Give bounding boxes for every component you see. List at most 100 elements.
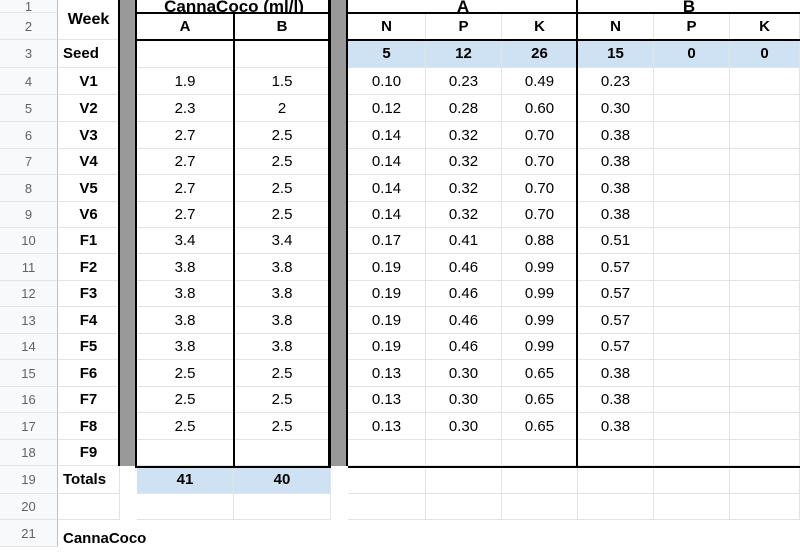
empty-cell[interactable] [654, 494, 730, 520]
data-cell[interactable]: 3.8 [137, 281, 234, 307]
subheader-cell[interactable]: N [578, 13, 654, 40]
empty-cell[interactable] [578, 466, 654, 494]
data-cell[interactable] [730, 122, 800, 149]
data-cell[interactable] [730, 360, 800, 387]
empty-cell[interactable] [426, 494, 502, 520]
data-cell[interactable]: 0.88 [502, 228, 578, 254]
empty-cell[interactable] [502, 466, 578, 494]
week-cell[interactable]: F4 [58, 307, 120, 334]
seed-cell[interactable]: 15 [578, 40, 654, 68]
data-cell[interactable] [730, 281, 800, 307]
week-cell[interactable]: F6 [58, 360, 120, 387]
week-cell[interactable]: F3 [58, 281, 120, 307]
empty-cell[interactable] [234, 494, 331, 520]
data-cell[interactable] [654, 413, 730, 440]
data-cell[interactable]: 0.46 [426, 254, 502, 281]
data-cell[interactable]: 0.14 [348, 122, 426, 149]
week-cell[interactable]: F8 [58, 413, 120, 440]
data-cell[interactable]: 3.8 [234, 307, 331, 334]
data-cell[interactable] [654, 68, 730, 95]
data-cell[interactable] [730, 387, 800, 413]
subheader-cell[interactable]: N [348, 13, 426, 40]
data-cell[interactable] [654, 122, 730, 149]
data-cell[interactable]: 0.70 [502, 122, 578, 149]
empty-cell[interactable] [502, 494, 578, 520]
data-cell[interactable] [426, 440, 502, 466]
data-cell[interactable]: 0.32 [426, 202, 502, 228]
empty-cell[interactable] [654, 466, 730, 494]
seed-cell[interactable]: 12 [426, 40, 502, 68]
data-cell[interactable]: 0.19 [348, 307, 426, 334]
header-group-a[interactable]: A [456, 0, 470, 13]
header-week[interactable]: Week [58, 0, 120, 40]
data-cell[interactable]: 0.49 [502, 68, 578, 95]
data-cell[interactable]: 0.38 [578, 360, 654, 387]
data-cell[interactable]: 0.32 [426, 149, 502, 175]
totals-cell[interactable]: 40 [234, 466, 331, 494]
data-cell[interactable] [730, 68, 800, 95]
data-cell[interactable] [730, 254, 800, 281]
data-cell[interactable]: 0.46 [426, 281, 502, 307]
data-cell[interactable]: 0.12 [348, 95, 426, 122]
empty-cell[interactable] [137, 494, 234, 520]
data-cell[interactable]: 0.32 [426, 122, 502, 149]
data-cell[interactable] [654, 307, 730, 334]
data-cell[interactable]: 3.8 [234, 254, 331, 281]
data-cell[interactable]: 0.30 [426, 413, 502, 440]
totals-cell[interactable]: 41 [137, 466, 234, 494]
data-cell[interactable] [654, 334, 730, 360]
data-cell[interactable]: 2.5 [234, 360, 331, 387]
empty-cell[interactable] [348, 466, 426, 494]
data-cell[interactable]: 2.5 [234, 387, 331, 413]
data-cell[interactable] [730, 307, 800, 334]
data-cell[interactable]: 0.30 [578, 95, 654, 122]
subheader-cell[interactable]: A [137, 13, 234, 40]
data-cell[interactable]: 0.17 [348, 228, 426, 254]
data-cell[interactable]: 2.3 [137, 95, 234, 122]
data-cell[interactable]: 0.65 [502, 413, 578, 440]
data-cell[interactable] [730, 440, 800, 466]
data-cell[interactable]: 0.99 [502, 281, 578, 307]
data-cell[interactable]: 0.99 [502, 334, 578, 360]
data-cell[interactable]: 0.57 [578, 334, 654, 360]
data-cell[interactable] [654, 254, 730, 281]
data-cell[interactable]: 3.4 [234, 228, 331, 254]
data-cell[interactable] [730, 95, 800, 122]
data-cell[interactable]: 0.57 [578, 254, 654, 281]
data-cell[interactable]: 0.46 [426, 334, 502, 360]
data-cell[interactable]: 0.14 [348, 175, 426, 202]
week-cell[interactable]: Seed [58, 40, 120, 68]
data-cell[interactable]: 0.19 [348, 254, 426, 281]
empty-cell[interactable] [578, 494, 654, 520]
data-cell[interactable]: 2.7 [137, 202, 234, 228]
data-cell[interactable]: 2.7 [137, 149, 234, 175]
data-cell[interactable] [730, 334, 800, 360]
data-cell[interactable]: 2.5 [234, 122, 331, 149]
data-cell[interactable] [730, 228, 800, 254]
data-cell[interactable] [654, 360, 730, 387]
data-cell[interactable]: 1.5 [234, 68, 331, 95]
empty-cell[interactable] [730, 466, 800, 494]
data-cell[interactable]: 0.38 [578, 149, 654, 175]
data-cell[interactable] [730, 413, 800, 440]
week-cell[interactable]: F1 [58, 228, 120, 254]
empty-cell[interactable] [58, 494, 120, 520]
seed-cell[interactable]: 26 [502, 40, 578, 68]
data-cell[interactable]: 0.38 [578, 413, 654, 440]
data-cell[interactable]: 0.13 [348, 360, 426, 387]
data-cell[interactable]: 2.5 [137, 413, 234, 440]
data-cell[interactable]: 0.57 [578, 307, 654, 334]
week-cell[interactable]: F9 [58, 440, 120, 466]
data-cell[interactable] [654, 440, 730, 466]
data-cell[interactable]: 2.5 [137, 360, 234, 387]
data-cell[interactable]: 0.46 [426, 307, 502, 334]
data-cell[interactable]: 0.14 [348, 149, 426, 175]
data-cell[interactable] [654, 149, 730, 175]
data-cell[interactable]: 0.70 [502, 175, 578, 202]
data-cell[interactable]: 0.13 [348, 387, 426, 413]
subheader-cell[interactable]: B [234, 13, 331, 40]
data-cell[interactable]: 2.5 [234, 413, 331, 440]
data-cell[interactable]: 0.41 [426, 228, 502, 254]
subheader-cell[interactable]: P [426, 13, 502, 40]
data-cell[interactable] [654, 228, 730, 254]
